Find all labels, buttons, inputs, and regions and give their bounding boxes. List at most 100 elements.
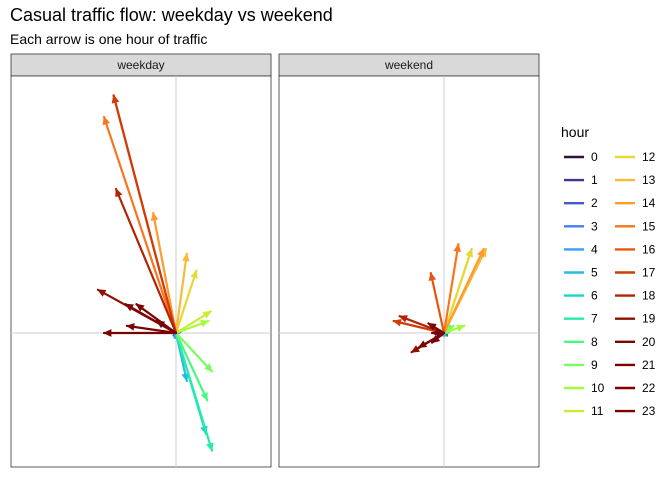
- arrow-shaft: [174, 331, 214, 373]
- arrow-head: [200, 319, 210, 328]
- arrow-head: [431, 334, 441, 344]
- arrow-head: [206, 442, 214, 452]
- legend-item-hour-16: 16: [615, 242, 656, 256]
- legend-item-hour-6: 6: [564, 289, 598, 303]
- arrow-head: [392, 318, 402, 327]
- arrow-head: [465, 248, 473, 258]
- arrow-head: [135, 303, 145, 312]
- arrow-shaft: [102, 115, 178, 335]
- arrow-shaft: [174, 331, 214, 452]
- arrow-weekend-hour-12: [442, 247, 473, 335]
- plot-area-weekend: [278, 75, 540, 468]
- legend-label-hour-4: 4: [591, 242, 598, 256]
- facet-panel-weekend: weekend: [278, 53, 540, 468]
- arrow-weekday-hour-11: [174, 310, 212, 335]
- legend-label-hour-9: 9: [591, 358, 598, 372]
- legend-label-hour-18: 18: [642, 289, 656, 303]
- arrow-shaft: [125, 324, 178, 335]
- arrow-head: [417, 340, 428, 348]
- arrow-shaft: [442, 247, 473, 335]
- legend-item-hour-19: 19: [615, 312, 656, 326]
- legend-item-hour-7: 7: [564, 312, 598, 326]
- legend-label-hour-6: 6: [591, 289, 598, 303]
- arrow-weekday-hour-17: [111, 94, 178, 335]
- legend-item-hour-21: 21: [615, 358, 656, 372]
- legend-title: hour: [561, 124, 589, 140]
- arrow-weekday-hour-13: [174, 252, 190, 335]
- legend-item-hour-9: 9: [564, 358, 598, 372]
- arrow-weekend-hour-23: [427, 322, 446, 335]
- arrow-shaft: [429, 271, 446, 335]
- arrows-weekend: [392, 243, 488, 354]
- arrow-weekday-hour-14: [150, 211, 178, 335]
- legend-item-hour-17: 17: [615, 266, 656, 280]
- legend-label-hour-3: 3: [591, 219, 598, 233]
- legend-label-hour-13: 13: [642, 173, 656, 187]
- arrow-head: [204, 363, 213, 373]
- legend-label-hour-8: 8: [591, 335, 598, 349]
- legend-label-hour-23: 23: [642, 404, 656, 418]
- arrow-shaft: [398, 315, 446, 335]
- legend-item-hour-14: 14: [615, 196, 656, 210]
- arrow-shaft: [114, 187, 178, 335]
- arrow-head: [431, 329, 440, 337]
- chart-title: Casual traffic flow: weekday vs weekend: [10, 5, 333, 25]
- arrow-head: [428, 272, 437, 282]
- arrow-shaft: [124, 303, 178, 335]
- arrow-weekday-hour-15: [102, 115, 178, 335]
- arrow-shaft: [174, 331, 209, 402]
- legend-label-hour-21: 21: [642, 358, 656, 372]
- arrow-head: [102, 116, 110, 126]
- legend-label-hour-22: 22: [642, 381, 656, 395]
- arrow-shaft: [152, 211, 178, 335]
- arrow-head: [427, 322, 437, 331]
- legend-label-hour-1: 1: [591, 173, 598, 187]
- arrow-weekend-hour-14: [442, 247, 485, 335]
- arrow-head: [202, 310, 212, 319]
- legend-item-hour-10: 10: [564, 381, 605, 395]
- legend-item-hour-5: 5: [564, 266, 598, 280]
- arrow-weekday-hour-10: [174, 319, 210, 335]
- arrow-head: [103, 329, 112, 337]
- legend-item-hour-22: 22: [615, 381, 656, 395]
- arrow-weekend-hour-15: [442, 243, 461, 335]
- legend-item-hour-15: 15: [615, 219, 656, 233]
- legend-item-hour-13: 13: [615, 173, 656, 187]
- strip-label-weekday: weekday: [116, 58, 164, 72]
- arrow-weekday-hour-20: [102, 329, 178, 337]
- legend-label-hour-14: 14: [642, 196, 656, 210]
- arrow-weekday-hour-21: [125, 323, 178, 335]
- plot-area-weekday: [10, 75, 272, 468]
- arrow-head: [125, 323, 135, 331]
- arrow-head: [398, 315, 408, 323]
- arrow-shaft: [442, 247, 485, 335]
- arrow-head: [111, 94, 120, 104]
- legend: hour 01234567891011121314151617181920212…: [561, 124, 656, 418]
- arrow-weekday-hour-12: [174, 269, 198, 335]
- legend-item-hour-23: 23: [615, 404, 656, 418]
- legend-item-hour-11: 11: [564, 404, 604, 418]
- legend-label-hour-20: 20: [642, 335, 656, 349]
- legend-label-hour-0: 0: [591, 150, 598, 164]
- strip-label-weekend: weekend: [384, 58, 433, 72]
- arrow-shaft: [174, 269, 198, 335]
- arrow-head: [115, 188, 123, 198]
- arrow-head: [182, 252, 190, 262]
- arrow-weekend-hour-10: [442, 324, 466, 335]
- facet-panel-weekday: weekday: [10, 53, 272, 468]
- arrow-head: [476, 248, 485, 258]
- legend-label-hour-11: 11: [591, 404, 604, 418]
- arrow-weekday-hour-18: [114, 187, 178, 335]
- arrow-head: [150, 212, 159, 221]
- arrow-head: [456, 324, 466, 332]
- arrow-head: [410, 345, 420, 353]
- legend-label-hour-10: 10: [591, 381, 605, 395]
- arrow-weekday-hour-9: [174, 331, 214, 373]
- arrow-weekend-hour-18: [398, 315, 446, 335]
- legend-label-hour-2: 2: [591, 196, 598, 210]
- arrow-weekday-hour-23: [124, 303, 178, 335]
- legend-item-hour-4: 4: [564, 242, 598, 256]
- arrow-weekday-hour-8: [174, 331, 209, 402]
- legend-label-hour-17: 17: [642, 266, 656, 280]
